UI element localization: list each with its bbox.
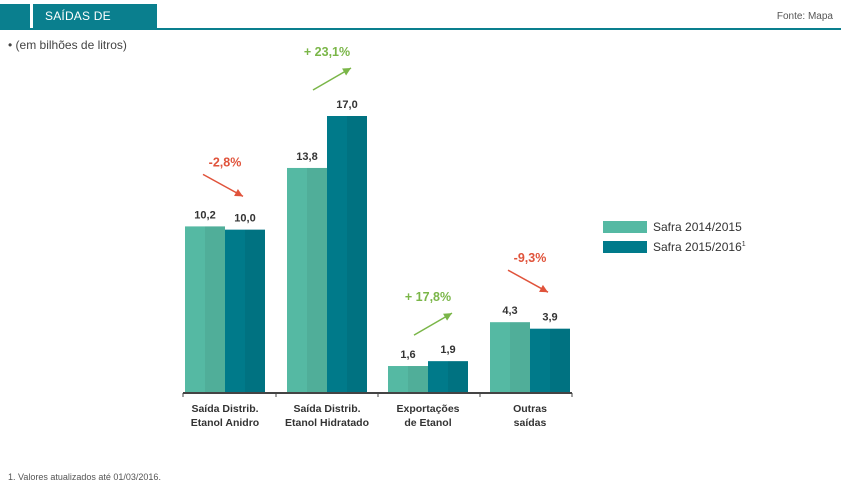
category-label-1-line1: Saída Distrib.	[191, 403, 258, 415]
data-label-1-series1: 10,2	[194, 209, 215, 221]
legend: Safra 2014/2015 Safra 2015/20161	[603, 217, 746, 257]
bar-shade-4-series2	[550, 328, 570, 392]
bar-4-series1	[490, 322, 530, 392]
bar-shade-4-series1	[510, 322, 530, 392]
bar-shade-1-series1	[205, 226, 225, 392]
bar-1-series1	[185, 226, 225, 392]
change-label-3: + 17,8%	[405, 290, 451, 304]
data-label-1-series2: 10,0	[234, 213, 255, 225]
data-label-4-series2: 3,9	[542, 312, 557, 324]
change-arrow-head-4	[539, 284, 548, 293]
legend-item-series1: Safra 2014/2015	[603, 217, 746, 237]
change-label-1: -2,8%	[209, 155, 242, 169]
data-label-2-series1: 13,8	[296, 151, 317, 163]
header-divider	[0, 28, 841, 30]
legend-swatch-series2	[603, 241, 647, 253]
bar-4-series2	[530, 328, 570, 392]
bar-1-series2	[225, 229, 265, 392]
bar-3-series2	[428, 361, 468, 392]
category-label-3-line1: Exportações	[396, 403, 459, 415]
category-label-1-line2: Etanol Anidro	[191, 417, 259, 429]
bar-2-series2	[327, 116, 367, 392]
change-arrow-head-1	[234, 189, 243, 197]
data-label-2-series2: 17,0	[336, 99, 357, 111]
change-label-4: -9,3%	[514, 251, 547, 265]
data-label-3-series1: 1,6	[400, 349, 415, 361]
category-label-3-line2: de Etanol	[404, 417, 451, 429]
change-arrow-head-3	[443, 313, 452, 321]
bar-3-series1	[388, 366, 428, 392]
bar-shade-1-series2	[245, 229, 265, 392]
legend-label-series2-sup: 1	[741, 241, 746, 248]
bar-2-series1	[287, 167, 327, 392]
bar-shade-2-series2	[347, 116, 367, 392]
legend-label-series1: Safra 2014/2015	[653, 220, 742, 234]
footnote: 1. Valores atualizados até 01/03/2016.	[8, 472, 161, 482]
category-label-2-line2: Etanol Hidratado	[285, 417, 369, 429]
chart-title: SAÍDAS DE ETANOL	[33, 4, 157, 47]
category-label-4-line2: saídas	[514, 417, 547, 429]
header: SAÍDAS DE ETANOL Fonte: Mapa	[0, 0, 841, 47]
unit-note: • (em bilhões de litros)	[8, 38, 127, 52]
change-arrow-head-2	[342, 68, 351, 76]
category-label-4-line1: Outras	[513, 403, 547, 415]
legend-item-series2: Safra 2015/20161	[603, 237, 746, 257]
source-note: Fonte: Mapa	[776, 11, 833, 22]
data-label-3-series2: 1,9	[440, 344, 455, 356]
legend-swatch-series1	[603, 221, 647, 233]
bar-shade-3-series2	[448, 361, 468, 392]
data-label-4-series1: 4,3	[502, 305, 517, 317]
category-label-2-line1: Saída Distrib.	[293, 403, 360, 415]
bar-shade-2-series1	[307, 167, 327, 392]
change-label-2: + 23,1%	[304, 45, 350, 59]
legend-label-series2: Safra 2015/20161	[653, 240, 746, 254]
header-accent-block	[0, 4, 30, 28]
bar-shade-3-series1	[408, 366, 428, 392]
legend-label-series2-text: Safra 2015/2016	[653, 240, 742, 254]
